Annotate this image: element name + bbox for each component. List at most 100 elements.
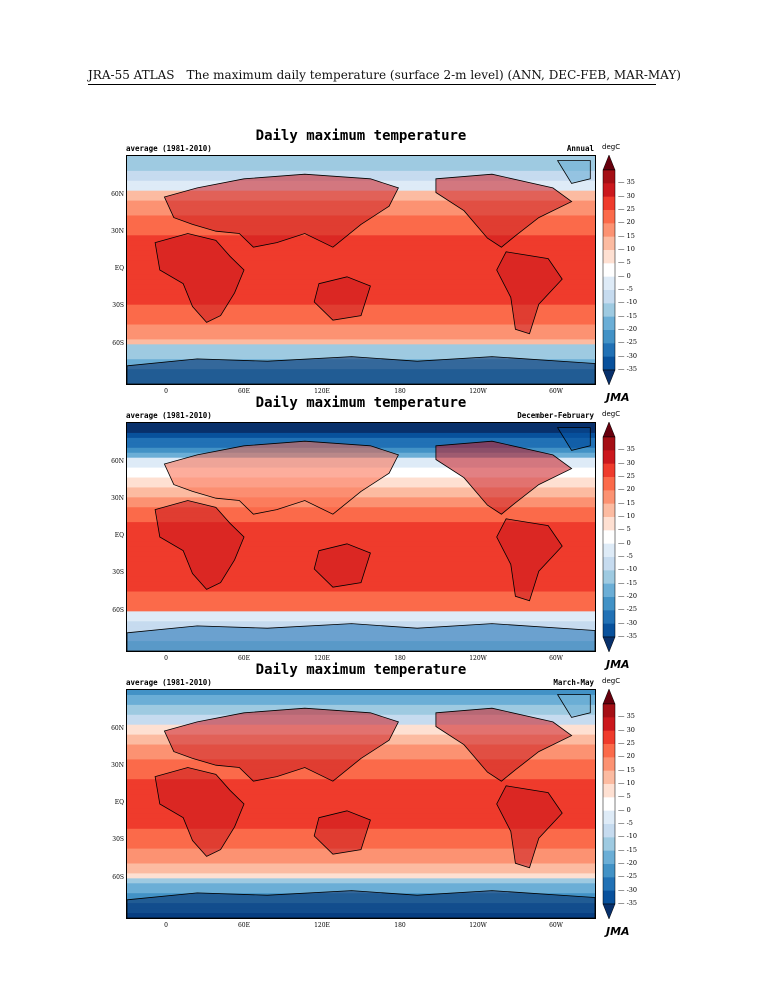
lon-tick-label: 120W xyxy=(469,922,487,929)
colorbar-swatch xyxy=(603,543,615,558)
panel-title: Daily maximum temperature xyxy=(255,395,467,411)
temperature-band xyxy=(127,759,595,766)
colorbar-tick-label: — -10 xyxy=(618,565,638,574)
colorbar-tick-label: — -10 xyxy=(618,298,638,307)
lon-tick-label: 120E xyxy=(314,655,330,662)
colorbar-swatch xyxy=(603,837,615,852)
colorbar-tick-label: — 35 xyxy=(618,178,635,187)
colorbar-tick-label: — 0 xyxy=(618,271,631,280)
temperature-band xyxy=(127,432,595,439)
colorbar-tick-label: — -5 xyxy=(618,552,633,560)
colorbar-max-arrow xyxy=(602,154,616,171)
colorbar-tick-label: — -20 xyxy=(618,859,638,867)
colorbar-swatch xyxy=(603,623,615,638)
lon-tick-label: 60W xyxy=(549,655,563,662)
temperature-band xyxy=(127,784,595,791)
temperature-band xyxy=(127,799,595,805)
colorbar-tick-label: — -30 xyxy=(618,351,638,360)
period-label: average (1981-2010) xyxy=(126,411,212,420)
temperature-band xyxy=(127,779,595,786)
temperature-band xyxy=(127,848,595,855)
colorbar-swatch xyxy=(603,316,615,331)
colorbar-tick-label: — 10 xyxy=(618,512,635,520)
lon-tick-label: 120W xyxy=(469,388,487,395)
temperature-band xyxy=(127,878,595,885)
temperature-band xyxy=(127,873,595,880)
temperature-band xyxy=(127,863,595,870)
temperature-band xyxy=(127,225,595,232)
colorbar-swatch xyxy=(603,490,615,505)
colorbar-swatch xyxy=(603,704,615,718)
colorbar-swatch xyxy=(603,744,615,758)
coastline xyxy=(435,707,573,782)
temperature-band xyxy=(127,804,595,810)
colorbar-swatch xyxy=(603,717,615,732)
colorbar-swatch xyxy=(603,303,615,318)
lon-tick-label: 120E xyxy=(314,922,330,929)
colorbar-tick-label: — 30 xyxy=(618,191,635,200)
colorbar-tick-label: — -25 xyxy=(618,605,638,614)
temperature-band xyxy=(127,160,595,167)
colorbar-tick-label: — -30 xyxy=(618,885,638,894)
temperature-band xyxy=(127,769,595,776)
colorbar-swatch xyxy=(603,890,615,905)
coastline xyxy=(313,543,371,588)
lat-tick-label: EQ xyxy=(114,532,124,539)
coastline xyxy=(127,890,595,918)
temperature-band xyxy=(127,250,595,257)
temperature-band xyxy=(127,270,595,276)
season-label: December-February xyxy=(517,411,594,420)
map-panel: Daily maximum temperature average (1981-2… xyxy=(111,128,646,404)
colorbar-tick-label: — 20 xyxy=(618,485,635,494)
temperature-band xyxy=(127,255,595,262)
colorbar-max-arrow xyxy=(602,421,616,438)
colorbar-swatch xyxy=(603,263,615,278)
temperature-band xyxy=(127,699,595,706)
colorbar-swatch xyxy=(603,437,615,451)
lat-tick-label: EQ xyxy=(114,265,124,272)
colorbar-min-arrow xyxy=(602,369,616,386)
colorbar-tick-label: — 0 xyxy=(618,538,631,547)
colorbar-tick-label: — 35 xyxy=(618,712,635,721)
colorbar-tick-label: — 5 xyxy=(618,792,631,801)
lon-tick-label: 180 xyxy=(394,655,406,662)
colorbar-swatch xyxy=(603,290,615,304)
temperature-band xyxy=(127,324,595,331)
colorbar-swatch xyxy=(603,223,615,238)
colorbar-swatch xyxy=(603,183,615,198)
colorbar-tick-label: — 30 xyxy=(618,725,635,734)
coastline xyxy=(127,623,595,651)
temperature-band xyxy=(127,774,595,781)
coastline xyxy=(556,427,591,451)
coastline xyxy=(556,160,591,184)
temperature-band xyxy=(127,581,595,588)
temperature-band xyxy=(127,789,595,796)
temperature-band xyxy=(127,265,595,271)
season-label: Annual xyxy=(566,144,594,153)
colorbar-tick-label: — -5 xyxy=(618,819,633,827)
colorbar-swatch xyxy=(603,557,615,571)
lon-tick-label: 60W xyxy=(549,388,563,395)
colorbar: degC — 35 — 30 — 25 — 20 — 15 — 10 — 5 — 0 — -5 — … xyxy=(602,410,642,653)
temperature-band xyxy=(127,329,595,336)
temperature-band xyxy=(127,319,595,326)
jma-logo: JMA xyxy=(606,658,630,671)
colorbar-tick-label: — -25 xyxy=(618,872,638,881)
coastline xyxy=(496,785,563,869)
temperature-band xyxy=(127,586,595,593)
coastline xyxy=(435,173,573,248)
temperature-band xyxy=(127,170,595,177)
lon-tick-label: 0 xyxy=(164,388,168,395)
colorbar-swatch xyxy=(603,757,615,772)
map-panel: Daily maximum temperature average (1981-2… xyxy=(111,395,646,671)
lat-tick-label: EQ xyxy=(114,799,124,806)
lon-tick-label: 60E xyxy=(237,655,250,662)
coastline xyxy=(163,173,399,248)
temperature-band xyxy=(127,230,595,237)
colorbar-swatch xyxy=(603,864,615,878)
temperature-band xyxy=(127,497,595,504)
colorbar: degC — 35 — 30 — 25 — 20 — 15 — 10 — 5 — 0 — -5 — … xyxy=(602,677,642,920)
lon-tick-label: 60E xyxy=(237,388,250,395)
colorbar-swatch xyxy=(603,517,615,531)
coastline xyxy=(154,233,245,323)
